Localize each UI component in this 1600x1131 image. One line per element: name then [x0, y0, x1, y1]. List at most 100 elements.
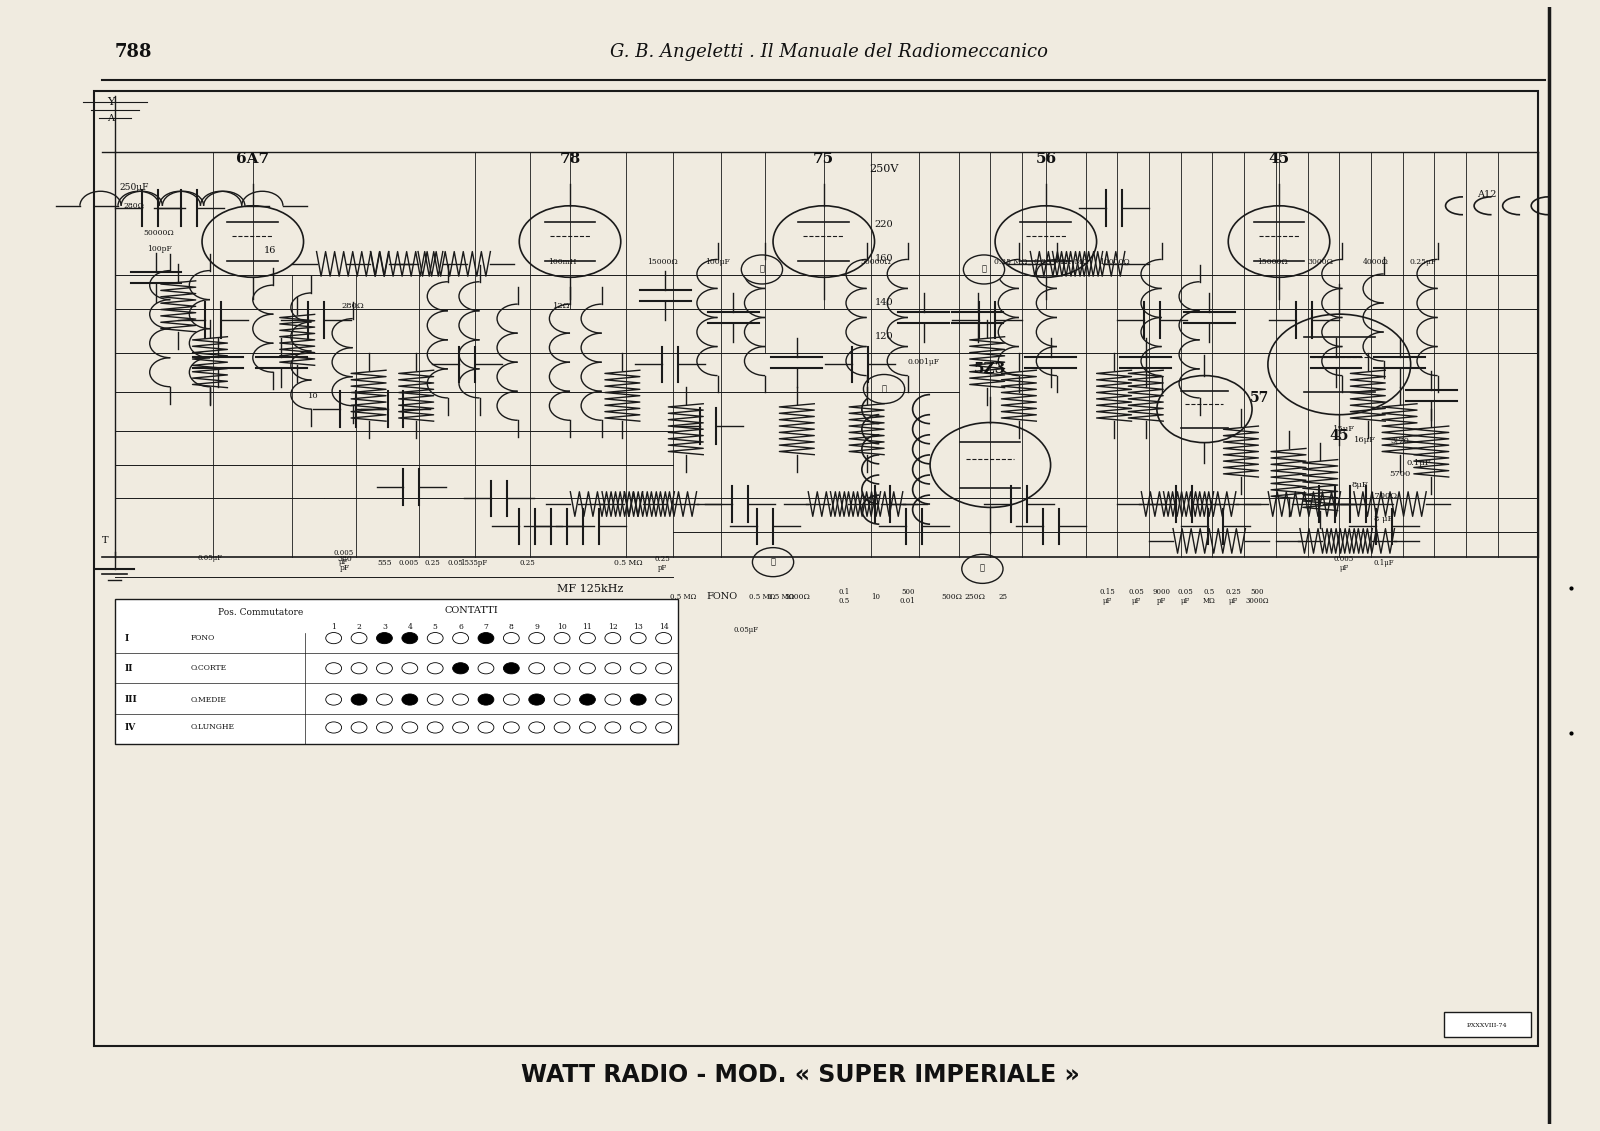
Circle shape: [504, 694, 520, 705]
Circle shape: [504, 632, 520, 644]
Text: ①: ①: [771, 559, 776, 567]
Bar: [94, 90, 1538, 1046]
Text: 0.25
μF: 0.25 μF: [1226, 588, 1242, 605]
Text: 100μF: 100μF: [706, 258, 730, 266]
Text: 12Ω: 12Ω: [554, 302, 571, 310]
Circle shape: [579, 722, 595, 733]
Text: 6: 6: [458, 623, 462, 631]
Text: 5700: 5700: [1389, 469, 1410, 478]
Bar: [115, 599, 678, 744]
Circle shape: [605, 694, 621, 705]
Text: 78: 78: [560, 153, 581, 166]
Text: 4: 4: [408, 623, 413, 631]
Text: 100pF: 100pF: [147, 245, 171, 253]
Text: 0.05μF: 0.05μF: [197, 554, 222, 562]
Circle shape: [350, 663, 366, 674]
Text: 0.005
μF: 0.005 μF: [333, 549, 354, 567]
Text: 6A7: 6A7: [237, 153, 269, 166]
Circle shape: [656, 722, 672, 733]
Text: O.MEDIE: O.MEDIE: [190, 696, 227, 703]
Text: 45: 45: [1269, 153, 1290, 166]
Circle shape: [376, 722, 392, 733]
Circle shape: [504, 722, 520, 733]
Text: 0.5 MΩ: 0.5 MΩ: [614, 559, 643, 568]
Circle shape: [376, 694, 392, 705]
Text: 0.25μF: 0.25μF: [1410, 258, 1437, 266]
Circle shape: [528, 663, 544, 674]
Circle shape: [504, 663, 520, 674]
Text: 15000Ω: 15000Ω: [646, 258, 677, 266]
Circle shape: [605, 722, 621, 733]
Text: T: T: [102, 536, 109, 545]
Text: 0.25: 0.25: [424, 559, 440, 568]
Text: 250Ω: 250Ω: [963, 593, 986, 601]
Bar: [1443, 1012, 1531, 1037]
Text: 500Ω: 500Ω: [942, 593, 963, 601]
Circle shape: [630, 663, 646, 674]
Text: 3: 3: [382, 623, 387, 631]
Text: 250μF: 250μF: [118, 183, 149, 192]
Circle shape: [326, 663, 342, 674]
Text: 1535pF: 1535pF: [459, 559, 486, 568]
Text: 0.005: 0.005: [398, 559, 418, 568]
Text: 555: 555: [378, 559, 392, 568]
Circle shape: [350, 722, 366, 733]
Circle shape: [427, 663, 443, 674]
Circle shape: [630, 694, 646, 705]
Text: 10: 10: [307, 391, 318, 399]
Circle shape: [656, 694, 672, 705]
Circle shape: [579, 694, 595, 705]
Text: I: I: [125, 633, 128, 642]
Circle shape: [528, 694, 544, 705]
Text: 0.005
μF: 0.005 μF: [1334, 554, 1354, 572]
Text: FONO: FONO: [707, 593, 738, 602]
Text: P.XXXVIII-74: P.XXXVIII-74: [1467, 1024, 1507, 1028]
Circle shape: [402, 694, 418, 705]
Circle shape: [478, 694, 494, 705]
Circle shape: [630, 722, 646, 733]
Circle shape: [402, 632, 418, 644]
Text: 5000Ω: 5000Ω: [784, 593, 810, 601]
Text: 8: 8: [509, 623, 514, 631]
Circle shape: [402, 663, 418, 674]
Text: 0.1μF: 0.1μF: [1406, 459, 1430, 467]
Text: 1: 1: [331, 623, 336, 631]
Circle shape: [554, 722, 570, 733]
Text: 0.05
μF: 0.05 μF: [1178, 588, 1194, 605]
Text: 0.1 MΩ: 0.1 MΩ: [1061, 258, 1088, 266]
Circle shape: [605, 632, 621, 644]
Circle shape: [630, 632, 646, 644]
Text: 2: 2: [357, 623, 362, 631]
Text: 50000Ω: 50000Ω: [861, 258, 891, 266]
Text: 12: 12: [608, 623, 618, 631]
Text: 0.05: 0.05: [448, 559, 464, 568]
Text: 9: 9: [534, 623, 539, 631]
Text: 15000Ω: 15000Ω: [1258, 258, 1288, 266]
Text: 9000
pF: 9000 pF: [1152, 588, 1171, 605]
Text: 15μF: 15μF: [1333, 425, 1355, 433]
Circle shape: [453, 663, 469, 674]
Circle shape: [350, 694, 366, 705]
Text: 788: 788: [115, 43, 152, 61]
Circle shape: [478, 722, 494, 733]
Circle shape: [326, 694, 342, 705]
Circle shape: [326, 722, 342, 733]
Text: 0.5 MΩ: 0.5 MΩ: [669, 593, 696, 601]
Circle shape: [376, 632, 392, 644]
Circle shape: [579, 663, 595, 674]
Text: 11: 11: [582, 623, 592, 631]
Text: 4000Ω: 4000Ω: [1363, 258, 1389, 266]
Text: III: III: [125, 696, 138, 705]
Circle shape: [554, 632, 570, 644]
Text: 10000Ω: 10000Ω: [1099, 258, 1130, 266]
Text: O.CORTE: O.CORTE: [190, 664, 227, 672]
Text: 0.5 MΩ: 0.5 MΩ: [749, 593, 774, 601]
Text: 25: 25: [998, 593, 1008, 601]
Text: 250V: 250V: [869, 164, 899, 174]
Text: 0.25: 0.25: [520, 559, 534, 568]
Circle shape: [752, 547, 794, 577]
Text: 0.5
MΩ: 0.5 MΩ: [1203, 588, 1216, 605]
Text: 16μF: 16μF: [1354, 437, 1376, 444]
Circle shape: [528, 722, 544, 733]
Text: 8μF: 8μF: [1352, 481, 1368, 489]
